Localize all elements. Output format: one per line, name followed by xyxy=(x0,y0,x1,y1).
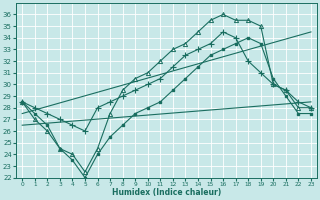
X-axis label: Humidex (Indice chaleur): Humidex (Indice chaleur) xyxy=(112,188,221,197)
